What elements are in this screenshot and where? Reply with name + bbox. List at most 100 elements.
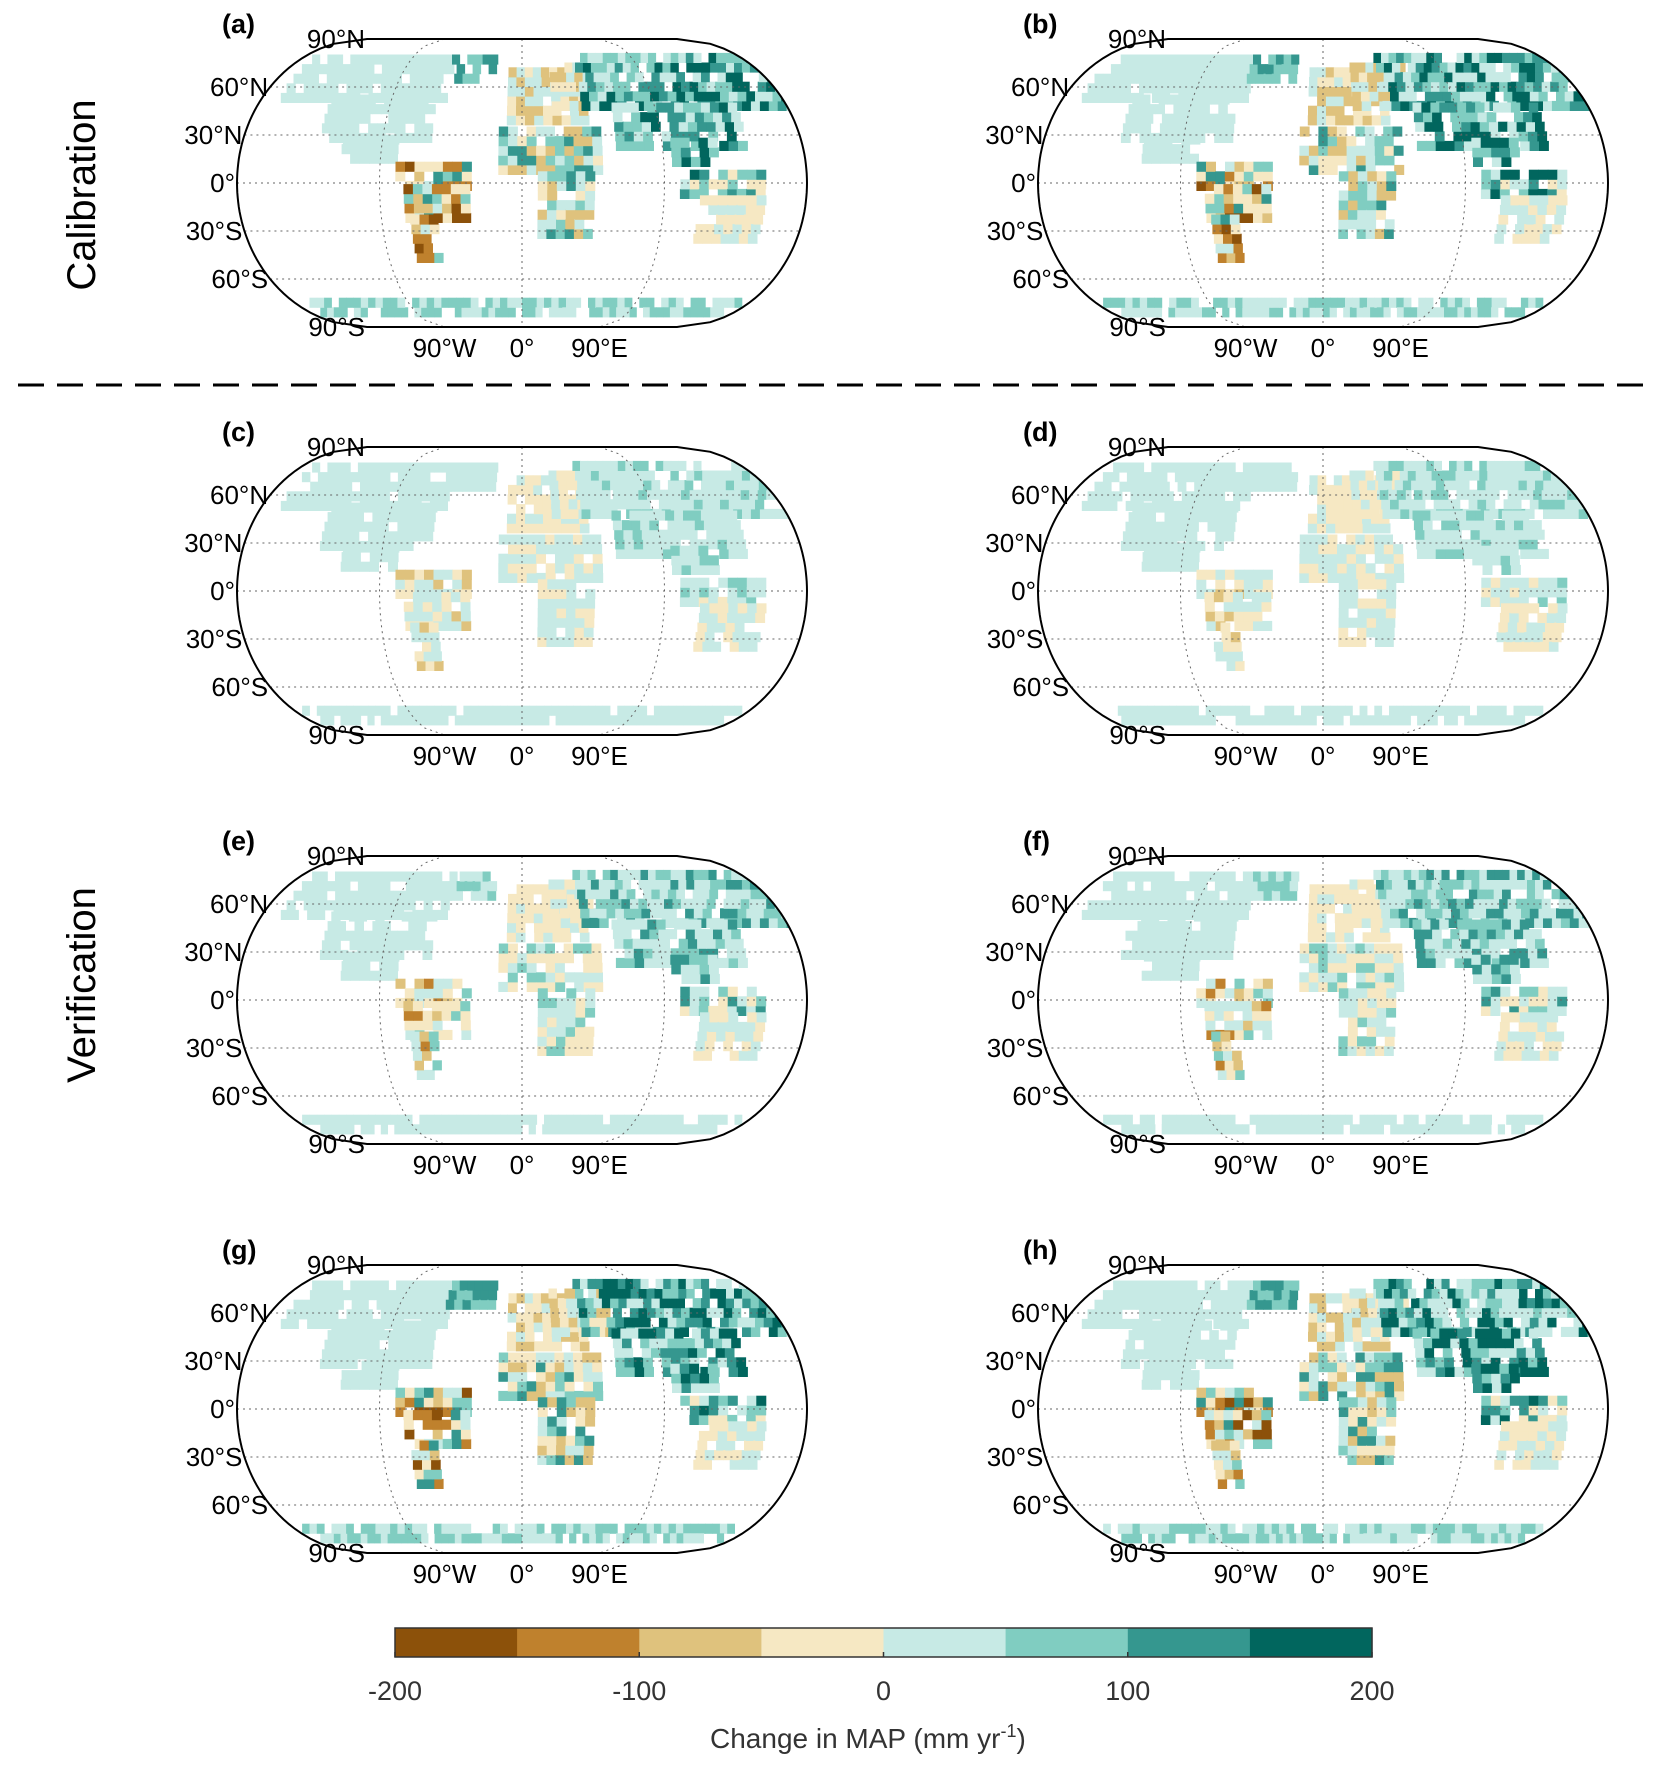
grid-cell: [537, 617, 548, 628]
grid-cell: [1216, 491, 1226, 502]
grid-cell: [1148, 1124, 1156, 1135]
grid-cell: [460, 611, 471, 622]
grid-cell: [614, 470, 624, 481]
grid-cell: [419, 502, 429, 513]
grid-cell: [1361, 508, 1372, 519]
grid-cell: [1518, 612, 1529, 623]
grid-cell: [1161, 144, 1172, 155]
grid-cell: [1117, 1114, 1126, 1125]
grid-cell: [542, 494, 552, 505]
grid-cell: [388, 153, 398, 164]
grid-cell: [524, 1322, 535, 1333]
grid-cell: [575, 180, 586, 191]
grid-cell: [1560, 100, 1571, 111]
grid-cell: [416, 660, 427, 671]
grid-cell: [589, 307, 597, 318]
grid-cell: [428, 622, 439, 633]
grid-cell: [583, 1045, 593, 1056]
grid-cell: [1390, 715, 1398, 726]
grid-cell: [746, 188, 757, 199]
grid-cell: [577, 480, 586, 491]
grid-cell: [689, 577, 700, 588]
grid-cell: [1207, 83, 1217, 94]
grid-cell: [1338, 1007, 1349, 1018]
grid-cell: [1511, 470, 1520, 481]
grid-cell: [1493, 889, 1503, 900]
grid-cell: [1161, 521, 1172, 532]
grid-cell: [615, 957, 626, 968]
grid-cell: [1308, 705, 1317, 716]
grid-cell: [293, 1299, 303, 1310]
grid-cell: [710, 307, 718, 318]
grid-cell: [1151, 153, 1162, 164]
grid-cell: [1365, 953, 1375, 964]
grid-cell: [415, 491, 425, 502]
grid-cell: [709, 973, 720, 984]
grid-cell: [738, 957, 748, 968]
grid-cell: [1243, 988, 1254, 999]
grid-cell: [706, 529, 716, 540]
grid-cell: [1141, 970, 1152, 981]
lat-label: 90°N: [1108, 24, 1166, 54]
grid-cell: [1471, 62, 1480, 73]
grid-cell: [1480, 954, 1491, 965]
grid-cell: [1403, 297, 1412, 308]
grid-cell: [1402, 889, 1412, 900]
grid-cell: [635, 100, 645, 111]
grid-cell: [610, 869, 619, 880]
grid-cell: [526, 544, 537, 555]
grid-cell: [1317, 913, 1327, 924]
grid-cell: [1296, 1124, 1304, 1135]
grid-cell: [411, 462, 420, 473]
grid-cell: [373, 472, 383, 483]
lat-label: 60°N: [210, 889, 268, 919]
grid-cell: [386, 123, 397, 134]
grid-cell: [1160, 153, 1171, 164]
grid-cell: [389, 1360, 400, 1371]
grid-cell: [1289, 472, 1299, 483]
grid-cell: [1196, 940, 1207, 951]
grid-cell: [1316, 932, 1327, 943]
grid-cell: [368, 940, 378, 951]
grid-cell: [1384, 972, 1395, 983]
grid-cell: [723, 632, 733, 643]
grid-cell: [1316, 523, 1327, 534]
grid-cell: [1309, 534, 1319, 545]
grid-cell: [1519, 179, 1530, 190]
grid-cell: [655, 460, 664, 471]
grid-cell: [422, 132, 433, 143]
grid-cell: [1556, 596, 1567, 607]
grid-cell: [414, 1387, 425, 1398]
grid-cell: [1279, 705, 1287, 716]
grid-cell: [524, 913, 535, 924]
grid-cell: [588, 297, 596, 308]
grid-cell: [669, 529, 680, 540]
grid-cell: [1519, 510, 1530, 521]
grid-cell: [1327, 126, 1338, 137]
grid-cell: [1488, 938, 1499, 949]
grid-cell: [452, 620, 462, 631]
grid-cell: [460, 203, 471, 214]
grid-cell: [610, 52, 619, 63]
grid-cell: [1399, 879, 1409, 890]
grid-cell: [448, 1290, 458, 1301]
grid-cell: [687, 529, 698, 540]
grid-cell: [1233, 1020, 1244, 1031]
grid-cell: [746, 596, 757, 607]
grid-cell: [601, 480, 611, 491]
grid-cell: [454, 1124, 462, 1135]
grid-cell: [1578, 508, 1589, 519]
grid-cell: [343, 73, 353, 84]
grid-cell: [1538, 499, 1548, 510]
grid-cell: [1206, 123, 1216, 134]
grid-cell: [1220, 705, 1229, 716]
grid-cell: [1510, 1012, 1521, 1023]
grid-cell: [386, 940, 397, 951]
grid-cell: [1315, 705, 1324, 716]
grid-cell: [703, 929, 714, 940]
grid-cell: [1253, 212, 1263, 223]
grid-cell: [1309, 484, 1318, 495]
grid-cell: [697, 917, 707, 928]
grid-cell: [565, 627, 576, 638]
grid-cell: [324, 1339, 335, 1350]
